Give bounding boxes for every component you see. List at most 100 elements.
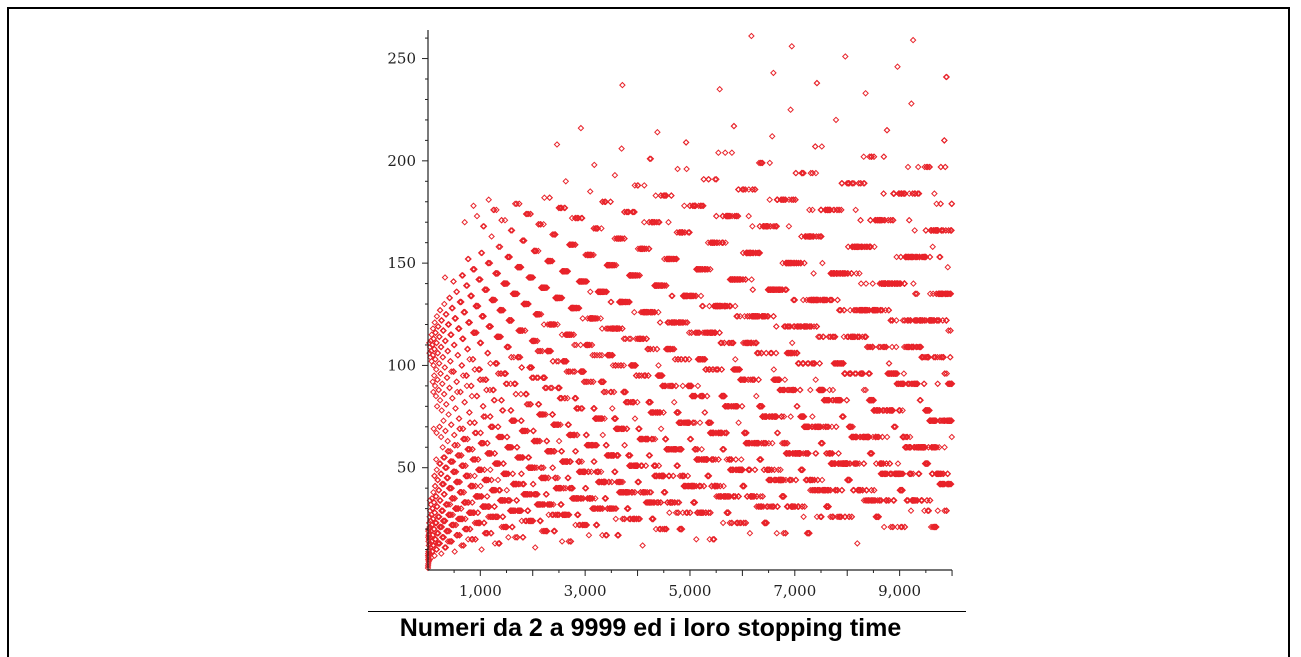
- scatter-point: [440, 300, 448, 308]
- scatter-point: [486, 259, 494, 267]
- scatter-point: [437, 343, 445, 351]
- scatter-point: [631, 415, 639, 422]
- scatter-point: [444, 501, 452, 508]
- scatter-point: [451, 441, 459, 449]
- scatter-point: [466, 319, 474, 326]
- scatter-point: [440, 454, 447, 461]
- scatter-point: [501, 216, 509, 224]
- scatter-point: [429, 388, 437, 396]
- scatter-point: [448, 458, 455, 465]
- scatter-point: [433, 402, 441, 410]
- scatter-point: [476, 366, 484, 373]
- scatter-point: [453, 378, 461, 386]
- scatter-point: [431, 482, 439, 490]
- scatter-point: [570, 341, 578, 349]
- scatter-point: [456, 478, 464, 486]
- scatter-point: [482, 376, 490, 384]
- scatter-point: [431, 472, 438, 480]
- scatter-point: [429, 548, 436, 555]
- scatter-point: [447, 484, 454, 492]
- scatter-point: [466, 409, 473, 416]
- scatter-point: [454, 441, 461, 449]
- scatter-point: [443, 374, 451, 382]
- scatter-point: [473, 392, 481, 400]
- scatter-point: [447, 421, 455, 429]
- scatter-point: [440, 390, 448, 398]
- scatter-point: [436, 396, 444, 404]
- scatter-point: [432, 355, 439, 363]
- scatter-point: [429, 531, 437, 539]
- scatter-point: [435, 513, 443, 521]
- scatter-point: [468, 392, 476, 400]
- scatter-point: [612, 515, 620, 523]
- scatter-point: [439, 533, 447, 541]
- scatter-point: [463, 282, 471, 289]
- scatter-point: [479, 439, 487, 447]
- scatter-point: [486, 413, 494, 420]
- scatter-point: [430, 335, 438, 343]
- scatter-point: [630, 308, 638, 316]
- scatter-point: [439, 480, 447, 488]
- scatter-point: [457, 388, 464, 396]
- scatter-point: [486, 450, 494, 457]
- scatter-point: [437, 550, 445, 557]
- scatter-point: [477, 276, 484, 283]
- scatter-point: [486, 466, 494, 474]
- scatter-point: [445, 447, 452, 455]
- scatter-point: [474, 509, 482, 517]
- scatter-point: [450, 368, 458, 375]
- scatter-point: [447, 368, 455, 375]
- scatter-point: [446, 384, 453, 392]
- scatter-point: [464, 435, 471, 443]
- scatter-point: [441, 490, 448, 498]
- scatter-point: [457, 452, 465, 459]
- scatter-point: [437, 470, 445, 478]
- scatter-point: [471, 472, 478, 480]
- scatter-point: [670, 398, 678, 406]
- scatter-point: [474, 456, 482, 463]
- scatter-point: [611, 171, 619, 179]
- scatter-point: [431, 552, 438, 560]
- scatter-point: [491, 503, 498, 510]
- scatter-point: [433, 339, 440, 347]
- scatter-point: [481, 529, 489, 537]
- scatter-point: [462, 515, 469, 523]
- scatter-points: [424, 32, 956, 572]
- scatter-point: [666, 509, 673, 517]
- scatter-point: [464, 345, 472, 353]
- scatter-point: [466, 419, 474, 427]
- scatter-point: [440, 327, 447, 334]
- scatter-point: [485, 196, 493, 204]
- scatter-point: [470, 202, 477, 210]
- scatter-point: [469, 355, 477, 363]
- scatter-point: [434, 349, 442, 357]
- scatter-point: [481, 413, 489, 420]
- scatter-point: [429, 505, 436, 512]
- scatter-point: [483, 493, 491, 500]
- scatter-point: [433, 519, 440, 527]
- scatter-point: [466, 525, 474, 533]
- scatter-point: [462, 499, 470, 506]
- scatter-point: [434, 529, 441, 537]
- scatter-point: [449, 511, 457, 519]
- scatter-point: [479, 222, 487, 230]
- scatter-point: [452, 405, 459, 412]
- scatter-point: [428, 341, 436, 349]
- scatter-point: [432, 366, 440, 373]
- scatter-point: [448, 484, 456, 492]
- scatter-point: [437, 433, 445, 441]
- scatter-point: [480, 413, 488, 420]
- scatter-point: [439, 443, 447, 451]
- scatter-point: [599, 431, 607, 439]
- scatter-point: [680, 202, 688, 210]
- scatter-point: [473, 302, 481, 310]
- scatter-point: [618, 145, 625, 152]
- scatter-point: [460, 488, 468, 496]
- scatter-point: [481, 466, 488, 474]
- scatter-point: [485, 259, 493, 267]
- scatter-point: [478, 546, 485, 553]
- scatter-point: [445, 411, 452, 418]
- scatter-point: [437, 370, 444, 377]
- scatter-point: [429, 325, 437, 332]
- scatter-point: [476, 276, 483, 283]
